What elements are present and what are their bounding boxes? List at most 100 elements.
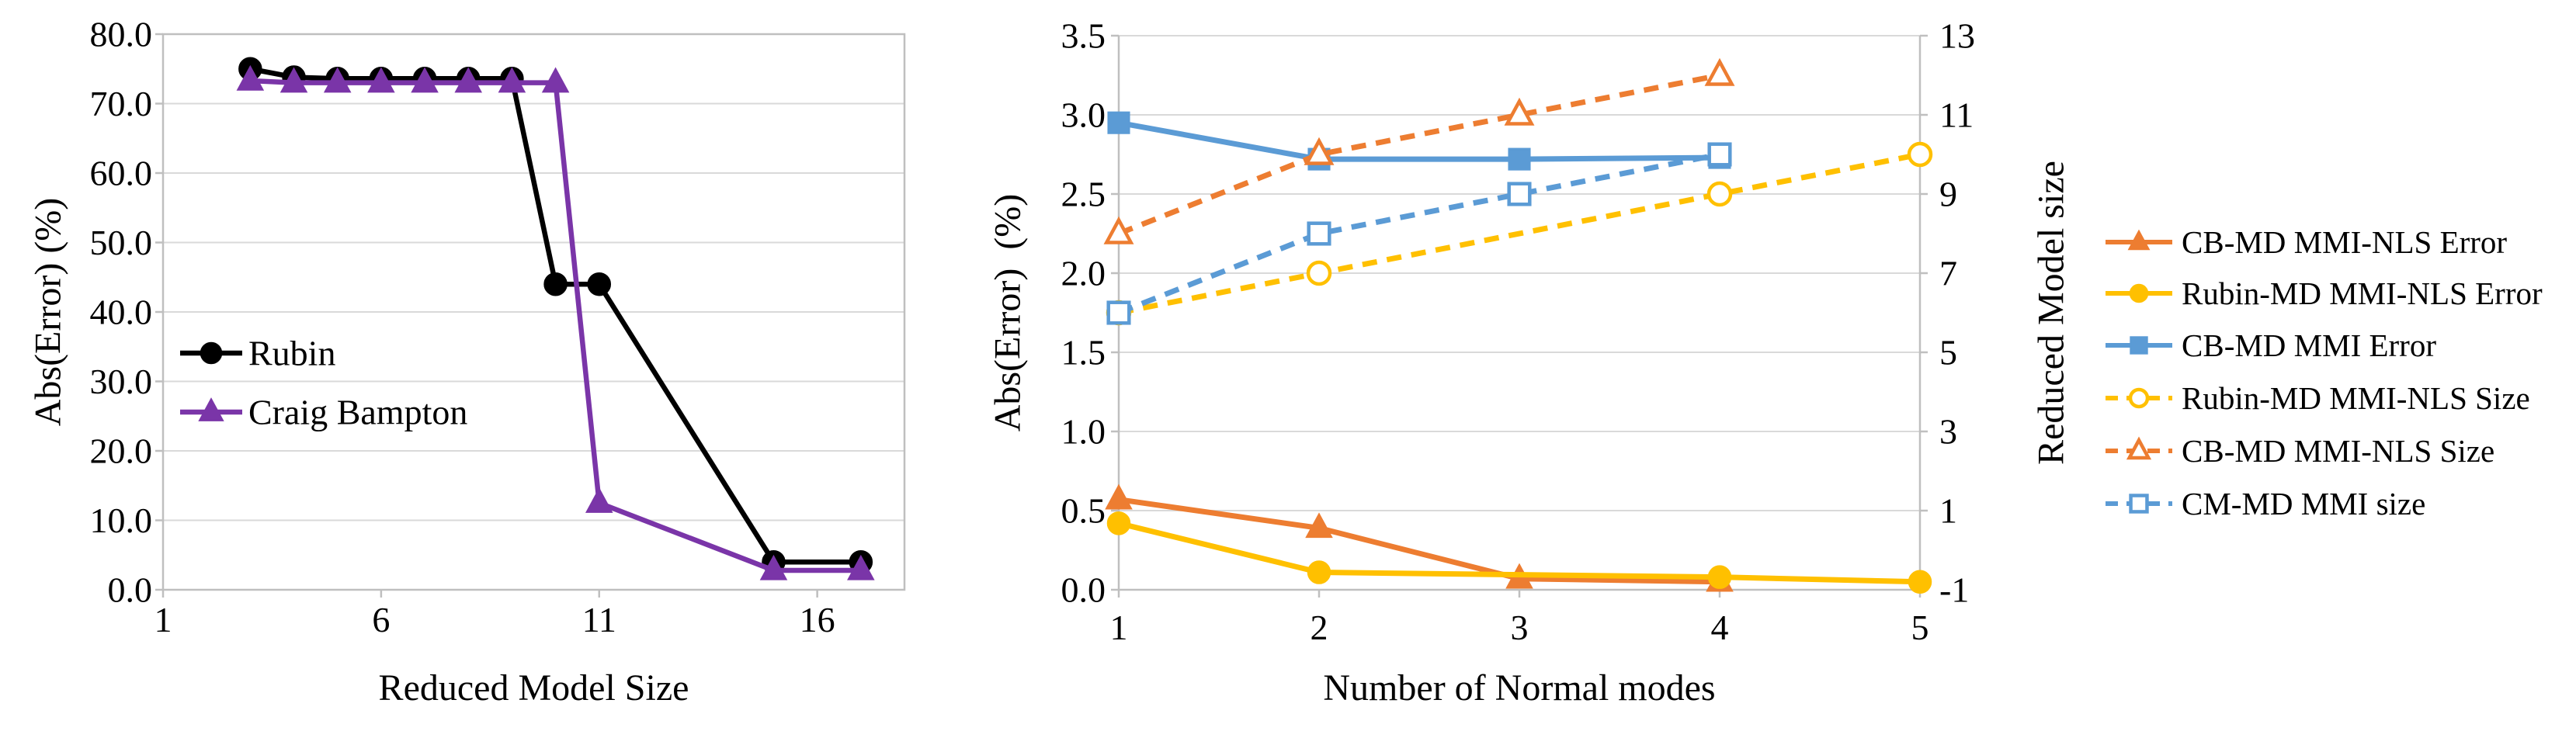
data-point-marker [587, 272, 612, 296]
legend-marker-circle [2129, 283, 2149, 303]
legend-item-craig-bampton: Craig Bampton [180, 393, 467, 432]
legend-item-rubin-md-mmi-nls-size: Rubin-MD MMI-NLS Size [2106, 380, 2530, 416]
series-line-rubin-md-mmi-nls-error [1118, 520, 1921, 585]
legend-marker-triangle [198, 397, 224, 421]
gridlines [163, 33, 904, 591]
series-rubin-md-mmi-nls-error [1106, 511, 1932, 594]
data-point-marker [1307, 560, 1331, 584]
data-point-marker [1707, 565, 1732, 589]
legend-marker-square [2129, 494, 2149, 514]
secondary-y-axis-tick-label: 5 [1939, 333, 1957, 372]
legend-label: Rubin [248, 334, 335, 373]
data-point-marker [454, 67, 483, 93]
data-point-marker [1706, 181, 1733, 207]
y-axis-tick-label: 1.0 [1061, 412, 1106, 452]
legend-label: CB-MD MMI-NLS Size [2182, 433, 2494, 469]
legend-label: CB-MD MMI-NLS Error [2182, 224, 2507, 260]
y-axis-tick-label: 10.0 [90, 501, 153, 540]
legend-marker-circle [2128, 387, 2150, 409]
series-craig-bampton [236, 64, 875, 580]
legend-item-cm-md-mmi-size: CM-MD MMI size [2106, 486, 2425, 521]
secondary-y-axis-tick-label: 11 [1939, 95, 1974, 135]
data-point-marker [1106, 511, 1131, 535]
y-axis-tick-label: 0.0 [1061, 570, 1106, 610]
x-axis-tick-label: 1 [154, 600, 172, 639]
series-rubin-md-mmi-nls-size [1106, 141, 1933, 326]
series-line-cb-md-mmi-nls-size [1117, 72, 1720, 237]
data-point-marker [323, 67, 352, 93]
y-axis-tick-label: 2.0 [1061, 254, 1106, 293]
y-axis-tick-label: 0.0 [108, 570, 153, 610]
x-axis-title: Number of Normal modes [1323, 667, 1715, 708]
series-cb-md-mmi-error [1107, 111, 1731, 171]
y-axis-tick-label: 80.0 [90, 15, 153, 54]
data-point-marker [1704, 57, 1735, 86]
series-line-cb-md-mmi-nls-error [1118, 497, 1720, 585]
data-point-marker [1304, 137, 1335, 165]
x-axis-tick-label: 1 [1110, 608, 1128, 647]
data-point-marker [411, 67, 439, 93]
y-axis-title: Abs(Error) (%) [28, 198, 69, 427]
data-point-marker [1107, 111, 1130, 134]
y-axis-tick-label: 50.0 [90, 223, 153, 262]
data-point-marker [585, 487, 613, 513]
secondary-y-axis-tick-label: 7 [1939, 254, 1957, 293]
secondary-y-axis-tick-label: 13 [1939, 16, 1975, 56]
series-cb-md-mmi-nls-size [1103, 57, 1735, 244]
y-axis-tick-label: 2.5 [1061, 175, 1106, 214]
data-point-marker [1306, 260, 1332, 286]
data-point-marker [1307, 221, 1331, 246]
axis-labels: 0.010.020.030.040.050.060.070.080.01 6 11 1… [28, 15, 835, 709]
y-axis-tick-label: 70.0 [90, 84, 153, 123]
data-point-marker [847, 554, 875, 580]
legend-item-rubin: Rubin [180, 334, 335, 373]
axes [155, 33, 906, 598]
data-point-marker [1504, 97, 1535, 126]
data-point-marker [279, 67, 308, 93]
y-axis-tick-label: 0.5 [1061, 491, 1106, 531]
legend-label: Rubin-MD MMI-NLS Error [2182, 275, 2543, 311]
data-point-marker [543, 272, 568, 296]
y-axis-tick-label: 3.0 [1061, 95, 1106, 135]
legend-item-cb-md-mmi-error: CB-MD MMI Error [2106, 327, 2436, 363]
x-axis-tick-label: 4 [1711, 608, 1729, 647]
y-axis-tick-label: 60.0 [90, 154, 153, 193]
series-line-rubin [249, 66, 861, 565]
y-axis-tick-label: 20.0 [90, 431, 153, 471]
data-point-marker [541, 67, 570, 93]
secondary-y-axis-title: Reduced Model size [2031, 161, 2072, 465]
left-chart: 0.010.020.030.040.050.060.070.080.01 6 11 1… [28, 15, 906, 709]
secondary-y-axis-tick-label: 9 [1939, 175, 1957, 214]
y-axis-tick-label: 40.0 [90, 293, 153, 332]
data-point-marker [1105, 483, 1133, 510]
legend-item-rubin-md-mmi-nls-error: Rubin-MD MMI-NLS Error [2106, 275, 2543, 311]
y-axis-tick-label: 30.0 [90, 362, 153, 401]
data-point-marker [1907, 141, 1933, 168]
data-point-marker [1106, 300, 1131, 325]
x-axis-tick-label: 3 [1511, 608, 1529, 647]
x-axis-tick-label: 6 [372, 600, 390, 639]
legend-item-cb-md-mmi-nls-size: CB-MD MMI-NLS Size [2106, 433, 2494, 469]
x-axis-tick-label: 2 [1311, 608, 1328, 647]
legend-marker-triangle [2127, 229, 2151, 251]
series-rubin [238, 57, 873, 574]
x-axis-tick-label: 16 [800, 600, 835, 639]
series-line-craig-bampton [250, 78, 861, 573]
legend-item-cb-md-mmi-nls-error: CB-MD MMI-NLS Error [2106, 224, 2507, 260]
data-point-marker [1103, 216, 1134, 244]
y-axis-tick-label: 1.5 [1061, 333, 1106, 372]
data-point-marker [1508, 147, 1531, 171]
data-point-marker [498, 67, 526, 93]
data-point-marker [1305, 512, 1333, 539]
x-axis-tick-label: 11 [582, 600, 616, 639]
x-axis-title: Reduced Model Size [379, 667, 689, 708]
x-axis-tick-label: 5 [1911, 608, 1929, 647]
data-point-marker [1908, 570, 1932, 594]
legend-marker-triangle [2126, 436, 2152, 460]
legend-label: CB-MD MMI Error [2182, 327, 2436, 363]
legend-label: Craig Bampton [248, 393, 467, 432]
data-point-marker [1507, 182, 1532, 206]
chart-legend-inside: Rubin Craig Bampton [180, 334, 467, 432]
